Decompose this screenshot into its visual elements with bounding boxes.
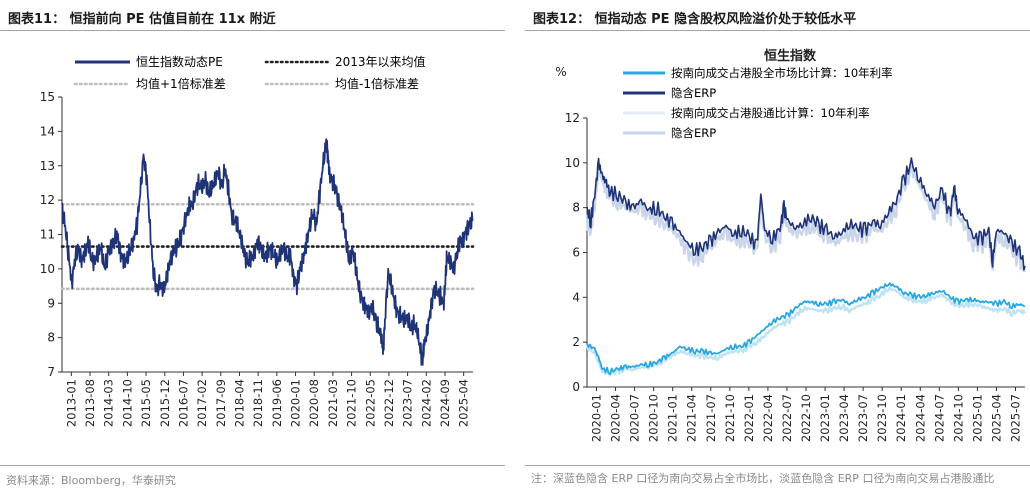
y-tick-label: 0 (572, 380, 580, 394)
x-tick-label: 2019-06 (270, 379, 284, 427)
right-note: 注：深蓝色隐含 ERP 口径为南向交易占全市场比，淡蓝色隐含 ERP 口径为南向… (531, 472, 995, 485)
erp-axes: 12 10 8 6 4 2 0 2020-01 2020-04 2020-07 2020-10 202… (565, 111, 1025, 442)
x-tick-label: 2017-09 (214, 379, 228, 427)
x-tick-label: 2022-04 (761, 394, 775, 442)
legend-erp-connect-label: 隐含ERP (671, 126, 716, 140)
x-tick-label: 2021-03 (326, 379, 340, 427)
x-tick-label: 2025-07 (1009, 394, 1023, 442)
x-tick-label: 2020-01 (590, 394, 604, 442)
x-tick-label: 2016-07 (176, 379, 190, 427)
left-source-rule (0, 465, 505, 466)
x-tick-label: 2023-07 (401, 379, 415, 427)
x-tick-label: 2022-05 (363, 379, 377, 427)
y-tick-label: 12 (40, 193, 55, 207)
erp-total-line (586, 157, 1026, 271)
x-tick-label: 2022-12 (382, 379, 396, 427)
erp-legend: 按南向成交占港股全市场比计算：10年利率 隐含ERP 按南向成交占港股通比计算：… (623, 66, 893, 140)
x-tick-label: 2018-11 (251, 379, 265, 427)
y-tick-label: 10 (565, 156, 580, 170)
x-tick-label: 2021-01 (666, 394, 680, 442)
y-tick-label: 8 (572, 201, 580, 215)
x-tick-label: 2025-04 (989, 394, 1003, 442)
x-tick-label: 2020-10 (647, 394, 661, 442)
erp-series (585, 157, 1026, 377)
x-tick-label: 2020-07 (628, 394, 642, 442)
rate-total-line (586, 282, 1026, 375)
x-tick-label: 2021-10 (723, 394, 737, 442)
x-tick-label: 2021-10 (345, 379, 359, 427)
legend-mean-label: 2013年以来均值 (335, 54, 426, 69)
x-tick-label: 2014-10 (120, 379, 134, 427)
x-tick-label: 2024-04 (913, 394, 927, 442)
left-title-rule (0, 30, 505, 31)
y-tick-label: 8 (47, 331, 55, 345)
x-tick-label: 2021-04 (685, 394, 699, 442)
x-tick-label: 2022-07 (780, 394, 794, 442)
x-tick-label: 2015-12 (158, 379, 172, 427)
y-tick-label: 13 (40, 159, 55, 173)
pe-axes: 15 14 13 12 11 10 9 8 7 2013-01 2013-08 2014-03 2014… (40, 90, 473, 427)
left-source: 资料来源：Bloomberg，华泰研究 (6, 474, 176, 487)
erp-y-unit-label: % (555, 65, 566, 79)
y-tick-label: 9 (47, 296, 55, 310)
x-tick-label: 2024-07 (932, 394, 946, 442)
x-tick-label: 2025-04 (457, 379, 471, 427)
x-tick-label: 2015-05 (139, 379, 153, 427)
legend-minus-sd-label: 均值-1倍标准差 (335, 76, 419, 91)
x-tick-label: 2023-04 (837, 394, 851, 442)
x-tick-label: 2017-02 (195, 379, 209, 427)
legend-rate-total-label: 按南向成交占港股全市场比计算：10年利率 (671, 66, 893, 80)
left-figure-title: 图表11： 恒指前向 PE 估值目前在 11x 附近 (8, 12, 276, 27)
x-tick-label: 2018-04 (233, 379, 247, 427)
erp-chart: 恒生指数 % 按南向成交占港股全市场比计算：10年利率 隐含ERP 按南向成交占… (555, 48, 1026, 442)
pe-chart: 恒生指数动态PE 2013年以来均值 均值+1倍标准差 均值-1倍标准差 151… (40, 54, 475, 427)
right-figure-title: 图表12： 恒指动态 PE 隐含股权风险溢价处于较低水平 (533, 12, 857, 27)
right-figure-panel: 图表12： 恒指动态 PE 隐含股权风险溢价处于较低水平 恒生指数 % 按南向成… (525, 0, 1030, 503)
erp-connect-line (585, 161, 1026, 273)
y-tick-label: 6 (572, 246, 580, 260)
y-tick-label: 12 (565, 111, 580, 125)
x-tick-label: 2022-01 (742, 394, 756, 442)
x-tick-label: 2014-03 (102, 379, 116, 427)
y-tick-label: 15 (40, 90, 55, 104)
x-tick-label: 2020-04 (609, 394, 623, 442)
x-tick-label: 2024-01 (894, 394, 908, 442)
x-tick-label: 2024-10 (951, 394, 965, 442)
legend-pe-label: 恒生指数动态PE (136, 54, 223, 69)
y-tick-label: 2 (572, 335, 580, 349)
right-source-rule (525, 465, 1030, 466)
legend-erp-total-label: 隐含ERP (671, 86, 716, 100)
y-tick-label: 14 (40, 124, 55, 138)
pe-legend: 恒生指数动态PE 2013年以来均值 均值+1倍标准差 均值-1倍标准差 (73, 54, 426, 91)
y-tick-label: 11 (40, 228, 55, 242)
x-tick-label: 2020-08 (307, 379, 321, 427)
x-tick-label: 2025-01 (970, 394, 984, 442)
erp-chart-title: 恒生指数 (764, 48, 817, 64)
y-tick-label: 7 (47, 365, 55, 379)
x-tick-label: 2023-01 (818, 394, 832, 442)
rate-connect-line (585, 286, 1026, 377)
x-tick-label: 2021-07 (704, 394, 718, 442)
x-tick-label: 2022-10 (799, 394, 813, 442)
pe-series-line (61, 138, 474, 366)
x-tick-label: 2023-10 (875, 394, 889, 442)
legend-plus-sd-label: 均值+1倍标准差 (136, 76, 226, 91)
y-tick-label: 4 (572, 290, 580, 304)
x-tick-label: 2020-01 (289, 379, 303, 427)
right-title-rule (525, 30, 1030, 31)
x-tick-label: 2023-07 (856, 394, 870, 442)
left-figure-panel: 图表11： 恒指前向 PE 估值目前在 11x 附近 恒生指数动态PE 2013… (0, 0, 505, 503)
legend-rate-connect-label: 按南向成交占港股通比计算：10年利率 (671, 106, 870, 120)
y-tick-label: 10 (40, 262, 55, 276)
x-tick-label: 2024-09 (438, 379, 452, 427)
x-tick-label: 2013-08 (83, 379, 97, 427)
pe-series (61, 138, 474, 366)
x-tick-label: 2024-02 (419, 379, 433, 427)
x-tick-label: 2013-01 (64, 379, 78, 427)
